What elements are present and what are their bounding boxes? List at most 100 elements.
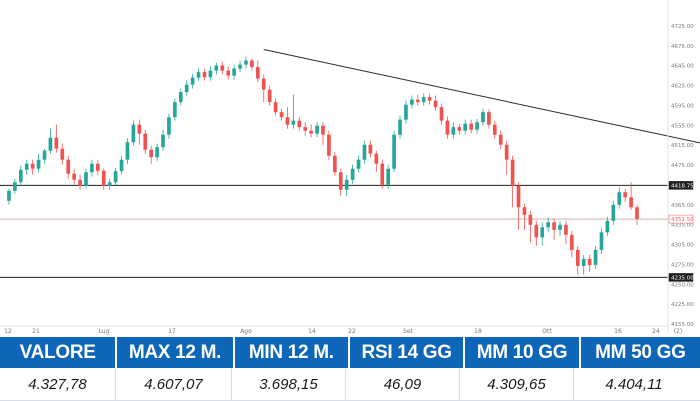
candle [244,56,248,69]
candle-body [415,99,420,103]
level-label-text: 4351.50 [671,217,694,223]
candle [42,148,47,164]
candle [202,68,207,81]
candle [386,164,391,189]
candle [516,182,521,230]
candle-body [279,112,284,118]
y-tick-label: 4475.00 [671,163,694,169]
header-max-12m: MAX 12 M. [117,337,233,368]
stats-value-row: 4.327,78 4.607,07 3.698,15 46,09 4.309,6… [0,368,700,401]
y-tick-label: 4675.00 [671,44,694,50]
candle-body [605,220,610,233]
candle [356,155,361,173]
candle-body [498,134,503,145]
candle-body [190,77,195,85]
candle [575,245,580,275]
x-tick-label: 16 [614,328,622,335]
x-tick-label: 22 [348,328,356,335]
candle [190,73,195,89]
candle [475,118,479,134]
candle-body [24,163,29,170]
header-mm-50gg: MM 50 GG [580,337,700,368]
candle [599,228,604,254]
candle-body [54,137,59,149]
candle-body [184,84,189,93]
candle-body [528,214,533,225]
x-tick-label: 18 [474,328,482,335]
candle-body [90,163,94,173]
x-tick-label: 17 [168,328,176,335]
candle [362,140,367,164]
candle [564,220,568,244]
candle [220,61,225,75]
candle [321,122,325,145]
candle [48,128,53,154]
candle [214,62,219,75]
candle-body [338,172,343,190]
candle-body [575,249,580,266]
candle [333,152,337,176]
candle-body [7,190,11,201]
candle-body [113,171,118,183]
candle [439,103,444,125]
candle [487,109,491,129]
candle-body [226,70,231,76]
candle-body [433,100,438,108]
candle [463,119,468,135]
candle [72,168,76,185]
candle-body [629,197,633,208]
candle [623,188,628,203]
candle-body [410,99,414,105]
y-tick-label: 4250.00 [671,282,694,288]
candle-body [321,125,325,135]
candle-body [297,120,302,128]
candle-body [558,224,562,230]
candle [101,168,106,190]
x-tick-label: (2) [674,328,683,335]
value-valore: 4.327,78 [0,368,116,400]
candle [250,58,254,71]
candle [546,217,550,233]
candle-body [273,102,278,113]
candle [267,85,272,106]
candle [232,64,236,80]
candle-body [214,65,219,71]
candle [593,245,598,269]
candle-body [368,144,373,154]
candle [451,122,456,139]
candle [380,159,385,189]
level-label-box [668,273,694,282]
candle [84,168,88,189]
candle [498,130,503,149]
candle [24,159,29,175]
candle-body [581,258,586,266]
candle-body [439,107,444,121]
candle [338,168,343,196]
y-tick-label: 4595.00 [671,103,694,109]
candle [291,94,296,129]
candle [113,167,118,186]
candle [273,98,278,116]
y-tick-label: 4555.00 [671,123,694,129]
candle-body [362,144,367,160]
candle [178,88,183,106]
candle-body [457,127,462,131]
trendline-group [263,49,700,144]
candle-body [173,102,177,118]
candle [410,95,414,109]
candle-body [427,97,432,101]
candle-body [404,104,408,120]
candle-body [13,182,17,191]
candle-body [60,148,65,160]
candle-body [131,124,136,143]
stats-table: VALORE MAX 12 M. MIN 12 M. RSI 14 GG MM … [0,337,700,401]
candle [161,129,165,151]
value-rsi-14gg: 46,09 [346,368,460,400]
candle [303,122,308,136]
candle [368,140,373,158]
candle-body [570,234,574,250]
candle [261,74,266,103]
candle-body [564,224,568,235]
candle-body [196,72,201,78]
candle [155,143,159,161]
